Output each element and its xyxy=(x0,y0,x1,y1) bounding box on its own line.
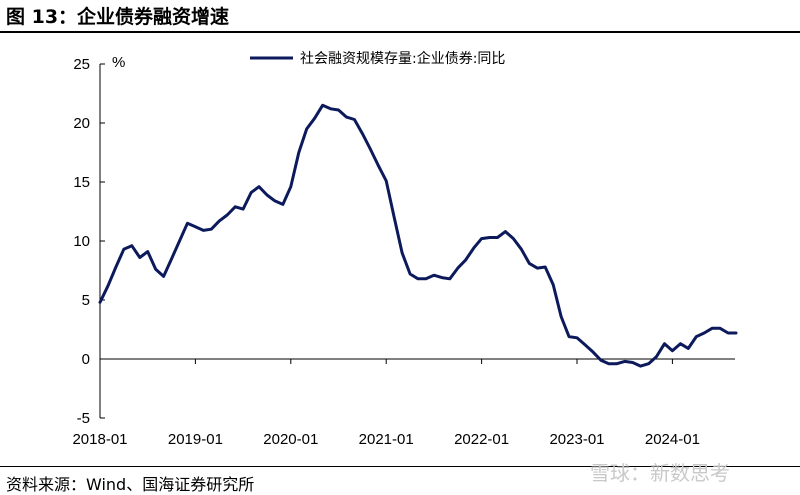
series-line-0 xyxy=(98,103,738,368)
series-group xyxy=(98,103,738,368)
legend: 社会融资规模存量:企业债券:同比 xyxy=(250,50,505,67)
x-tick-label: 2020-01 xyxy=(263,431,318,448)
y-tick-label: 0 xyxy=(82,351,90,368)
y-tick-label: -5 xyxy=(77,410,90,427)
x-tick-label: 2024-01 xyxy=(645,431,700,448)
y-tick-label: 20 xyxy=(73,115,90,132)
watermark: 雪球：新数思考 xyxy=(590,461,730,485)
x-tick-label: 2021-01 xyxy=(359,431,414,448)
y-tick-label: 10 xyxy=(73,233,90,250)
source-note: 资料来源：Wind、国海证券研究所 xyxy=(6,475,255,494)
y-axis-ticks: -5 0 5 10 15 20 25 xyxy=(73,56,105,427)
bottom-rule xyxy=(0,466,800,467)
y-tick-label: 25 xyxy=(73,56,90,73)
x-tick-label: 2019-01 xyxy=(168,431,223,448)
y-tick-label: 15 xyxy=(73,174,90,191)
top-rule xyxy=(0,31,800,33)
x-tick-label: 2018-01 xyxy=(72,431,127,448)
x-axis-ticks: 2018-01 2019-01 2020-01 2021-01 2022-01 2023-… xyxy=(72,359,700,448)
x-tick-label: 2023-01 xyxy=(549,431,604,448)
figure-title: 图 13：企业债券融资增速 xyxy=(6,6,230,28)
y-axis-unit-label: % xyxy=(112,54,125,71)
y-tick-label: 5 xyxy=(82,292,90,309)
x-tick-label: 2022-01 xyxy=(454,431,509,448)
legend-label: 社会融资规模存量:企业债券:同比 xyxy=(300,50,505,67)
